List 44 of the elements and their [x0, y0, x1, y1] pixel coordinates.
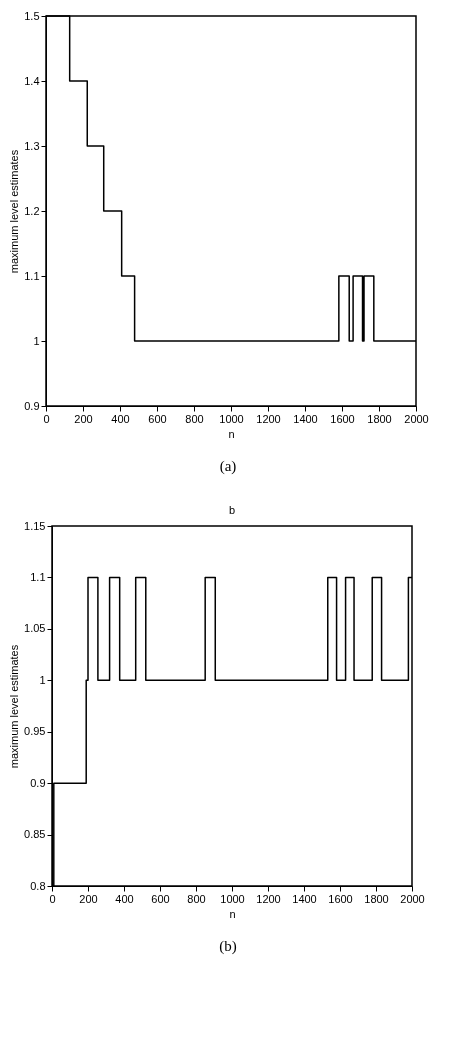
x-tick-label: 1600: [328, 892, 353, 905]
y-tick-label: 0.8: [30, 879, 46, 892]
x-tick-label: 200: [74, 412, 93, 425]
x-tick-label: 200: [79, 892, 98, 905]
x-tick-label: 2000: [400, 892, 425, 905]
x-tick-label: 1800: [367, 412, 392, 425]
y-tick-label: 1.2: [24, 204, 40, 217]
y-tick-label: 1.1: [24, 269, 40, 282]
y-tick-label: 1.4: [24, 74, 40, 87]
x-tick-label: 400: [111, 412, 130, 425]
y-tick-label: 1.1: [30, 570, 46, 583]
x-tick-label: 0: [43, 412, 50, 425]
y-tick-label: 1.05: [24, 622, 46, 635]
x-tick-label: 1400: [293, 412, 318, 425]
y-tick-label: 0.95: [24, 725, 46, 738]
x-axis-title: n: [228, 427, 235, 440]
x-tick-label: 1800: [364, 892, 389, 905]
x-tick-label: 1000: [219, 412, 244, 425]
y-tick-label: 0.9: [30, 776, 46, 789]
x-tick-label: 1000: [220, 892, 245, 905]
y-tick-label: 0.9: [24, 399, 40, 412]
y-tick-label: 1.5: [24, 9, 40, 22]
x-tick-label: 600: [148, 412, 167, 425]
x-tick-label: 1200: [256, 412, 281, 425]
x-tick-label: 800: [185, 412, 204, 425]
x-tick-label: 1400: [292, 892, 317, 905]
y-tick-label: 0.85: [24, 828, 46, 841]
y-axis-title: maximum level estimates: [8, 644, 21, 769]
text: (b): [218, 938, 238, 955]
x-tick-label: 600: [151, 892, 170, 905]
x-tick-label: 400: [115, 892, 134, 905]
y-tick-label: 1.3: [24, 139, 40, 152]
x-tick-label: 800: [187, 892, 206, 905]
text: (a): [218, 458, 238, 475]
y-tick-label: 1.15: [24, 519, 46, 532]
x-tick-label: 2000: [404, 412, 429, 425]
x-tick-label: 1200: [256, 892, 281, 905]
x-tick-label: 1600: [330, 412, 355, 425]
y-tick-label: 1: [39, 673, 46, 686]
chart-title: b: [228, 504, 236, 516]
x-tick-label: 0: [49, 892, 56, 905]
x-axis-title: n: [229, 907, 236, 920]
y-tick-label: 1: [33, 334, 40, 347]
y-axis-title: maximum level estimates: [8, 149, 21, 274]
